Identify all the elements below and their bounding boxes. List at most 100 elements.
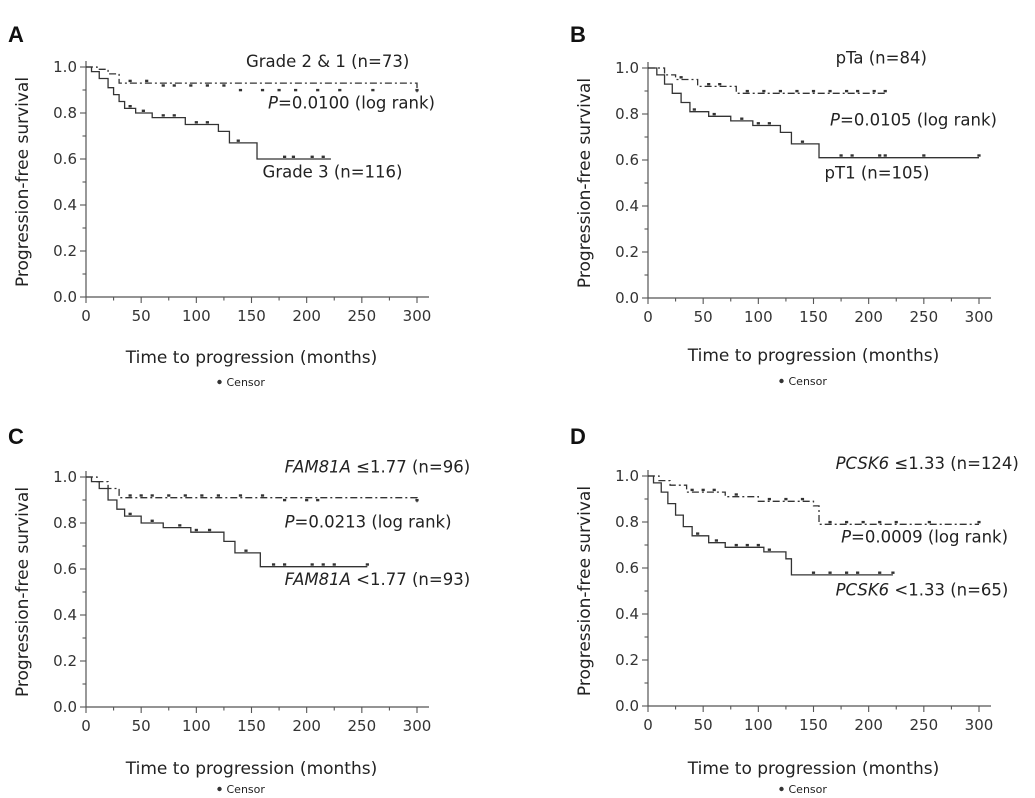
censor-mark <box>878 571 882 574</box>
censor-mark <box>194 528 198 532</box>
x-axis-label: Time to progression (months) <box>125 348 377 368</box>
censor-mark <box>712 112 716 116</box>
group-label-1: PCSK6 ≤1.33 (n=124) <box>836 454 1019 473</box>
censor-mark <box>150 494 154 497</box>
censor-mark <box>236 139 240 142</box>
y-tick-label: 0.0 <box>615 697 639 715</box>
censor-mark <box>183 494 187 497</box>
x-axis-label: Time to progression (months) <box>687 759 939 779</box>
censor-legend-marker <box>217 786 222 792</box>
x-axis-label: Time to progression (months) <box>125 759 377 779</box>
censor-mark <box>718 83 722 86</box>
group-label-2: FAM81A <1.77 (n=93) <box>285 570 471 589</box>
y-tick-label: 0.0 <box>615 289 639 307</box>
censor-mark <box>845 520 849 524</box>
censor-mark <box>811 89 816 93</box>
x-tick-label: 300 <box>403 307 432 325</box>
censor-mark <box>338 88 342 92</box>
censor-mark <box>856 89 860 93</box>
censor-mark <box>784 497 788 501</box>
censor-mark <box>679 76 683 79</box>
y-tick-label: 0.2 <box>53 242 77 260</box>
censor-legend-marker <box>779 786 784 792</box>
y-axis-label: Progression-free survival <box>13 77 33 287</box>
censor-mark <box>811 571 816 574</box>
x-tick-label: 150 <box>237 307 266 325</box>
survival-curve-2 <box>86 476 368 568</box>
x-tick-label: 250 <box>348 717 377 735</box>
y-tick-label: 1.0 <box>615 467 639 485</box>
survival-curve-1 <box>86 476 418 503</box>
censor-mark <box>707 83 711 86</box>
censor-mark <box>194 121 198 124</box>
censor-mark <box>189 84 193 87</box>
censor-mark <box>861 520 865 524</box>
censor-mark <box>200 494 204 497</box>
group-label-1: pTa (n=84) <box>836 48 927 67</box>
survival-curve-2 <box>648 475 893 576</box>
censor-mark <box>714 539 719 542</box>
censor-mark <box>294 88 298 92</box>
survival-curve-1 <box>86 66 418 93</box>
censor-legend-label: Censor <box>789 783 828 796</box>
censor-mark <box>128 105 132 108</box>
panel-letter: C <box>8 424 24 449</box>
y-tick-label: 0.8 <box>53 104 77 122</box>
censor-mark <box>277 88 281 92</box>
y-tick-label: 0.8 <box>615 105 639 123</box>
censor-mark <box>310 155 314 158</box>
survival-curve-2 <box>86 66 331 160</box>
group-label-1: FAM81A ≤1.77 (n=96) <box>285 457 471 476</box>
censor-mark <box>161 114 165 117</box>
censor-mark <box>207 528 212 532</box>
p-value-label: P=0.0100 (log rank) <box>268 93 435 112</box>
censor-mark <box>872 89 876 93</box>
censor-mark <box>800 140 805 143</box>
panel-d: D 0 50 100 150 200 250 300 0.0 0.2 0.4 0.6 0.8 1.0 Tim… <box>570 424 1019 796</box>
y-tick-label: 0.4 <box>615 197 639 215</box>
censor-legend-marker <box>217 379 222 385</box>
censor-mark <box>141 109 145 112</box>
y-tick-label: 0.8 <box>615 513 639 531</box>
censor-mark <box>244 549 248 552</box>
y-tick-label: 1.0 <box>615 59 639 77</box>
censor-mark <box>128 79 132 83</box>
x-tick-label: 250 <box>910 716 939 734</box>
censor-mark <box>828 571 832 574</box>
censor-mark <box>316 498 320 502</box>
censor-mark <box>734 493 738 496</box>
censor-mark <box>310 563 314 566</box>
x-tick-label: 200 <box>292 307 321 325</box>
survival-curve-2 <box>648 67 979 159</box>
censor-mark <box>891 571 895 574</box>
group-label-2: Grade 3 (n=116) <box>263 162 403 181</box>
censor-mark <box>696 532 700 535</box>
censor-mark <box>415 88 419 92</box>
censor-mark <box>745 543 749 547</box>
censor-mark <box>128 494 132 497</box>
censor-mark <box>878 520 882 524</box>
censor-mark <box>845 571 849 574</box>
censor-mark <box>371 88 375 92</box>
censor-mark <box>238 494 243 497</box>
group-label-2: pT1 (n=105) <box>825 163 930 182</box>
censor-mark <box>321 563 325 566</box>
censor-mark <box>701 488 705 492</box>
y-axis-label: Progression-free survival <box>575 486 595 696</box>
y-axis-label: Progression-free survival <box>575 78 595 288</box>
x-tick-label: 300 <box>965 308 994 326</box>
censor-mark <box>316 88 320 92</box>
x-tick-label: 200 <box>854 308 883 326</box>
censor-mark <box>828 89 832 93</box>
censor-mark <box>332 563 336 566</box>
censor-legend-marker <box>779 378 784 384</box>
censor-mark <box>365 563 369 566</box>
censor-mark <box>828 520 832 524</box>
censor-mark <box>283 498 287 502</box>
group-label-1: Grade 2 & 1 (n=73) <box>246 52 409 71</box>
censor-mark <box>145 79 149 83</box>
censor-mark <box>150 519 154 522</box>
censor-mark <box>415 498 419 502</box>
x-tick-label: 100 <box>744 308 773 326</box>
censor-mark <box>767 548 771 551</box>
